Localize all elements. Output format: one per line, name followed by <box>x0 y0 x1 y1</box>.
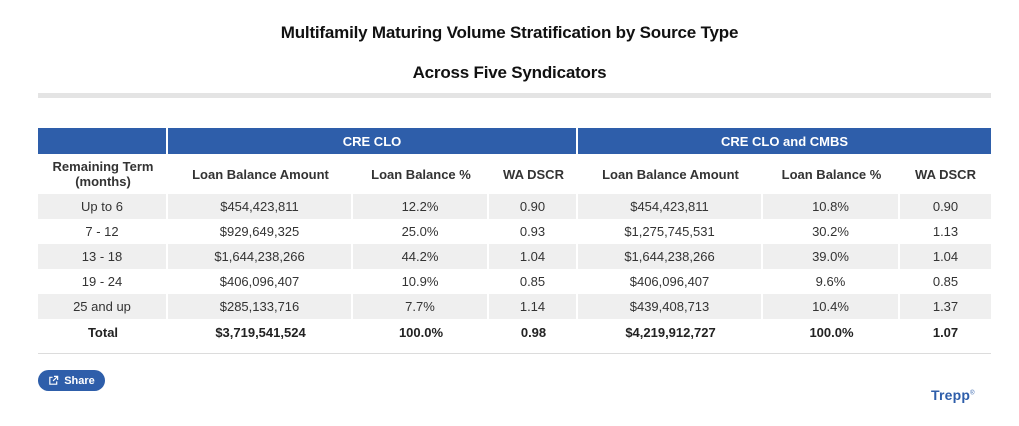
cell-amount: $406,096,407 <box>168 269 353 294</box>
cell-dscr: 0.85 <box>489 269 578 294</box>
col-header-remaining-term: Remaining Term (months) <box>38 154 168 194</box>
cell-amount: $454,423,811 <box>168 194 353 219</box>
cell-amount: $1,644,238,266 <box>578 244 763 269</box>
cell-pct: 10.4% <box>763 294 900 319</box>
cell-amount: $406,096,407 <box>578 269 763 294</box>
group-header-row: CRE CLO CRE CLO and CMBS <box>38 128 991 154</box>
brand-name: Trepp <box>931 387 971 403</box>
cell-total-dscr: 1.07 <box>932 324 959 340</box>
table-row: 13 - 18 $1,644,238,266 44.2% 1.04 $1,644… <box>38 244 991 269</box>
cell-term: Up to 6 <box>38 194 168 219</box>
cell-dscr: 1.37 <box>900 294 991 319</box>
column-header-row: Remaining Term (months) Loan Balance Amo… <box>38 154 991 194</box>
cell-pct: 39.0% <box>763 244 900 269</box>
cell-pct: 12.2% <box>353 194 489 219</box>
cell-pct: 10.8% <box>763 194 900 219</box>
cell-pct: 25.0% <box>353 219 489 244</box>
cell-total-dscr: 0.98 <box>520 324 547 340</box>
cell-dscr: 0.85 <box>932 274 959 289</box>
cell-pct: 9.6% <box>763 269 900 294</box>
chart-title: Multifamily Maturing Volume Stratificati… <box>280 23 739 42</box>
cell-amount: $929,649,325 <box>168 219 353 244</box>
cell-dscr: 1.04 <box>900 244 991 269</box>
cell-dscr: 0.90 <box>489 194 578 219</box>
title-divider <box>38 93 991 98</box>
chart-subtitle: Across Five Syndicators <box>412 63 607 82</box>
cell-term: 7 - 12 <box>38 219 168 244</box>
cell-dscr: 1.04 <box>489 244 578 269</box>
cell-amount: $1,644,238,266 <box>168 244 353 269</box>
share-label: Share <box>64 374 95 387</box>
cell-dscr: 1.14 <box>489 294 578 319</box>
cell-amount: $1,275,745,531 <box>578 219 763 244</box>
cell-total-label: Total <box>87 324 119 340</box>
cell-pct: 10.9% <box>353 269 489 294</box>
table-row: Up to 6 $454,423,811 12.2% 0.90 $454,423… <box>38 194 991 219</box>
cell-dscr: 0.93 <box>489 219 578 244</box>
cell-dscr: 0.90 <box>900 194 991 219</box>
cell-pct: 44.2% <box>353 244 489 269</box>
share-button[interactable]: Share <box>38 370 105 391</box>
cell-total-amount: $3,719,541,524 <box>215 324 306 340</box>
group-header-cre-clo: CRE CLO <box>168 128 578 154</box>
col-header-wa-dscr: WA DSCR <box>489 154 578 194</box>
cell-amount: $454,423,811 <box>578 194 763 219</box>
group-header-cre-clo-cmbs: CRE CLO and CMBS <box>578 128 991 154</box>
cell-term: 19 - 24 <box>38 269 168 294</box>
col-header-loan-balance-amount: Loan Balance Amount <box>578 154 763 194</box>
cell-pct: 7.7% <box>353 294 489 319</box>
col-header-loan-balance-amount: Loan Balance Amount <box>168 154 353 194</box>
cell-total-pct: 100.0% <box>398 324 444 340</box>
col-header-wa-dscr: WA DSCR <box>900 154 991 194</box>
trepp-logo[interactable]: Trepp® <box>931 387 975 403</box>
total-row: Total $3,719,541,524 100.0% 0.98 $4,219,… <box>38 319 991 345</box>
col-header-loan-balance-pct: Loan Balance % <box>353 154 489 194</box>
cell-term: 13 - 18 <box>38 244 168 269</box>
share-icon <box>49 375 59 385</box>
cell-dscr: 1.13 <box>932 224 959 239</box>
table-bottom-divider <box>38 353 991 354</box>
cell-term: 25 and up <box>38 294 168 319</box>
cell-total-amount: $4,219,912,727 <box>625 324 716 340</box>
table-row: 7 - 12 $929,649,325 25.0% 0.93 $1,275,74… <box>38 219 991 244</box>
cell-pct: 30.2% <box>763 219 900 244</box>
table-row: 19 - 24 $406,096,407 10.9% 0.85 $406,096… <box>38 269 991 294</box>
table-row: 25 and up $285,133,716 7.7% 1.14 $439,40… <box>38 294 991 319</box>
cell-amount: $439,408,713 <box>578 294 763 319</box>
cell-total-pct: 100.0% <box>809 324 854 340</box>
col-header-loan-balance-pct: Loan Balance % <box>763 154 900 194</box>
brand-mark: ® <box>970 390 975 397</box>
stratification-table: CRE CLO CRE CLO and CMBS Remaining Term … <box>38 128 991 345</box>
cell-amount: $285,133,716 <box>168 294 353 319</box>
group-header-blank <box>38 128 168 154</box>
